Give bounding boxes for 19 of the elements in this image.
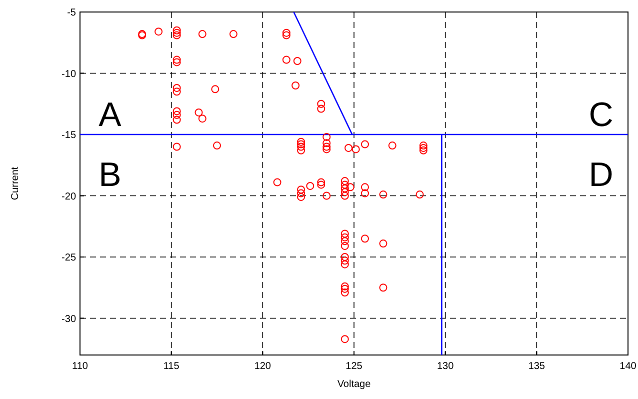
annotation: A: [98, 96, 122, 134]
x-tick-label: 120: [254, 361, 272, 372]
x-tick-label: 110: [72, 361, 88, 372]
y-tick-label: -10: [62, 68, 76, 80]
y-tick-label: -30: [62, 314, 76, 325]
y-tick-label: -25: [62, 252, 76, 264]
y-tick-label: -15: [62, 130, 76, 141]
annotation: D: [588, 156, 614, 194]
y-tick-label: -5: [67, 8, 76, 18]
annotation: B: [98, 156, 122, 194]
y-axis-title: Current: [10, 166, 21, 200]
x-tick-label: 130: [436, 361, 454, 372]
x-tick-label: 135: [528, 361, 546, 372]
annotation: C: [588, 96, 614, 134]
x-tick-label: 125: [346, 361, 363, 372]
x-tick-label: 115: [163, 361, 180, 372]
y-tick-label: -20: [62, 191, 76, 202]
x-axis-title: Voltage: [337, 379, 372, 390]
x-tick-label: 140: [620, 361, 637, 372]
